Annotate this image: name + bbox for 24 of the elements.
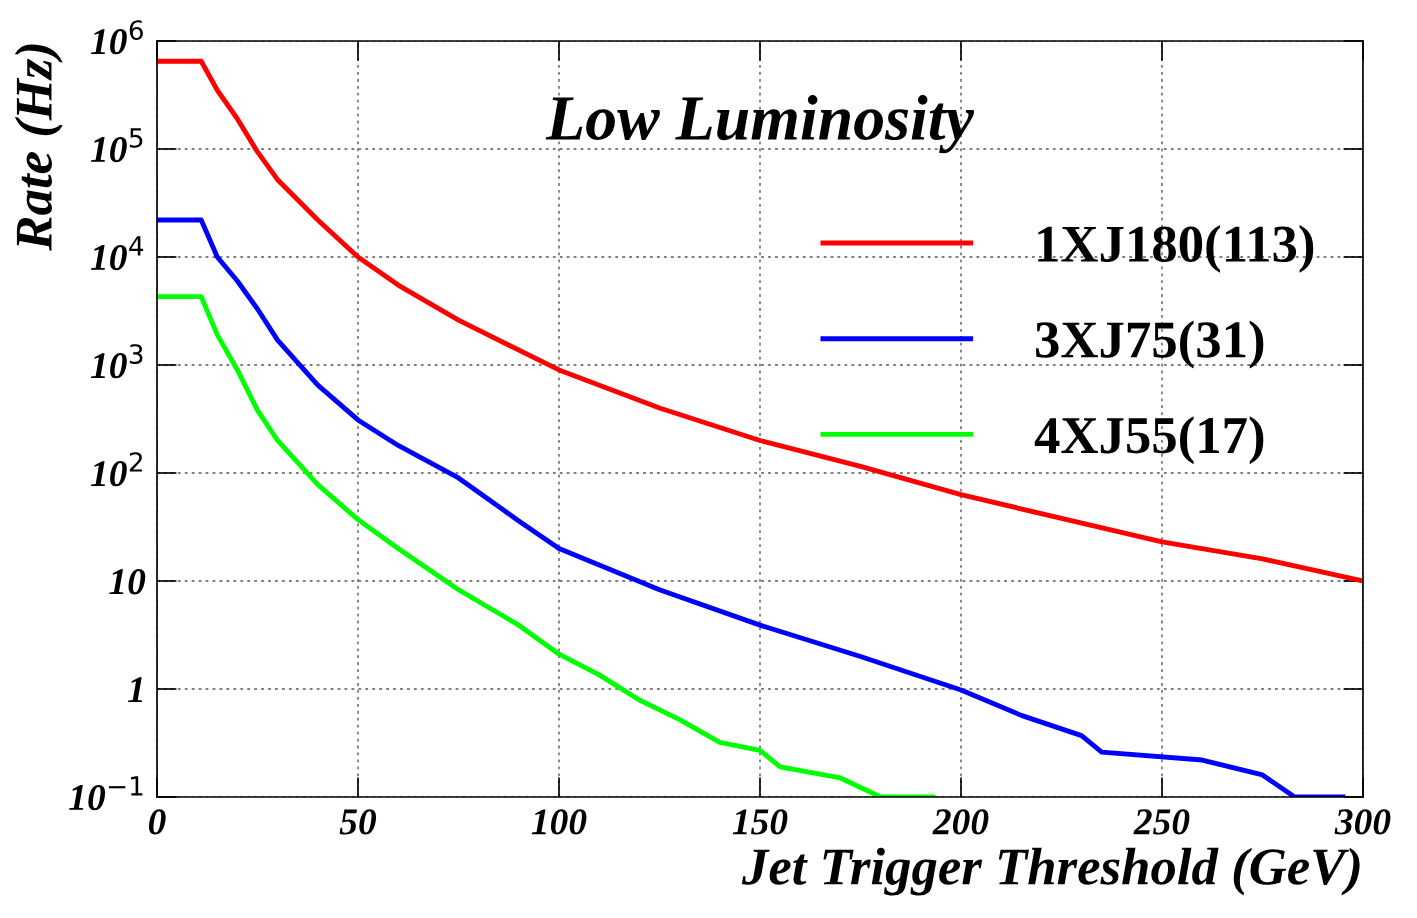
- legend-label: 4XJ55(17): [1034, 416, 1264, 465]
- x-axis-title: Jet Trigger Threshold (GeV): [741, 847, 1360, 896]
- y-tick-label: 10$^{2}$: [90, 452, 142, 487]
- x-tick-label: 50: [339, 809, 377, 835]
- y-tick-label: 10$^{4}$: [90, 236, 144, 271]
- x-tick-label: 200: [932, 809, 989, 835]
- y-tick-label: 10$^{3}$: [90, 344, 143, 379]
- x-tick-label: 150: [732, 809, 788, 835]
- line-series: [157, 294, 936, 797]
- line-series: [157, 58, 1363, 584]
- y-tick-label: 10$^{−1}$: [69, 776, 143, 811]
- y-tick-label: 10: [109, 569, 146, 595]
- line-series: [157, 217, 1346, 797]
- x-tick-label: 250: [1133, 809, 1190, 835]
- y-tick-label: 10$^{5}$: [90, 128, 143, 163]
- y-tick-label: 1: [128, 677, 143, 703]
- x-tick-label: 300: [1334, 809, 1391, 835]
- x-tick-label: 100: [531, 809, 587, 835]
- y-axis-title: Rate (Hz): [14, 44, 63, 251]
- legend-label: 1XJ180(113): [1038, 224, 1314, 273]
- x-tick-label: 0: [148, 809, 166, 835]
- y-tick-label: 10$^{6}$: [90, 20, 143, 55]
- legend-label: 3XJ75(31): [1036, 320, 1264, 369]
- text: Low Luminosity: [545, 95, 975, 154]
